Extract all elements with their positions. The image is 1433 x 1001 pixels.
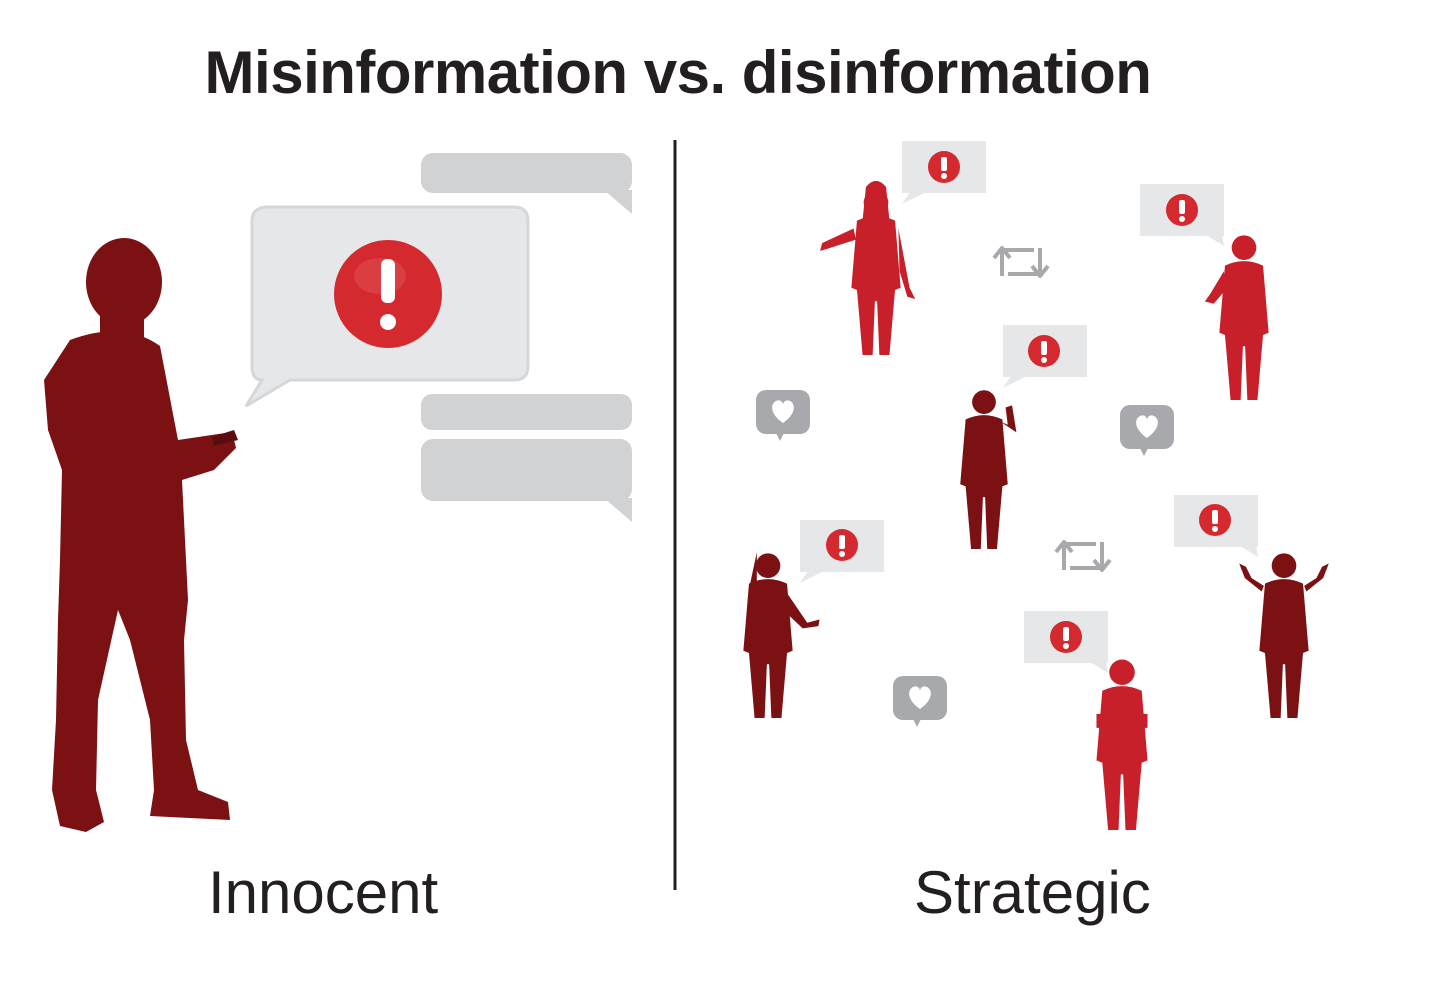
retweet-icon-1 xyxy=(992,246,1050,278)
alert-bubble-5 xyxy=(1174,495,1258,557)
heart-icon-3 xyxy=(893,676,947,727)
alert-bubble-1 xyxy=(902,141,986,204)
message-bar-middle xyxy=(421,394,632,430)
person-silhouette-woman-top xyxy=(820,180,916,355)
person-silhouette-center-phone xyxy=(960,390,1017,549)
label-innocent: Innocent xyxy=(208,859,439,926)
alert-bubble-6 xyxy=(1024,611,1108,673)
person-silhouette-arms-crossed xyxy=(1096,659,1148,830)
alert-bubble-2 xyxy=(1140,184,1224,246)
alert-icon xyxy=(334,240,442,348)
message-bubble-bottom xyxy=(421,439,632,522)
message-bubble-top xyxy=(421,153,632,214)
person-silhouette-right-bottom xyxy=(1239,553,1329,718)
person-silhouette-man-right-top xyxy=(1204,235,1269,400)
alert-speech-bubble xyxy=(244,205,530,408)
alert-bubble-3 xyxy=(1003,325,1087,388)
heart-icon-1 xyxy=(756,390,810,441)
label-strategic: Strategic xyxy=(914,859,1151,926)
diagram-title: Misinformation vs. disinformation xyxy=(204,39,1152,106)
person-silhouette-innocent xyxy=(44,238,238,832)
heart-icon-2 xyxy=(1120,405,1174,456)
retweet-icon-2 xyxy=(1054,540,1112,572)
alert-bubble-4 xyxy=(800,520,884,583)
